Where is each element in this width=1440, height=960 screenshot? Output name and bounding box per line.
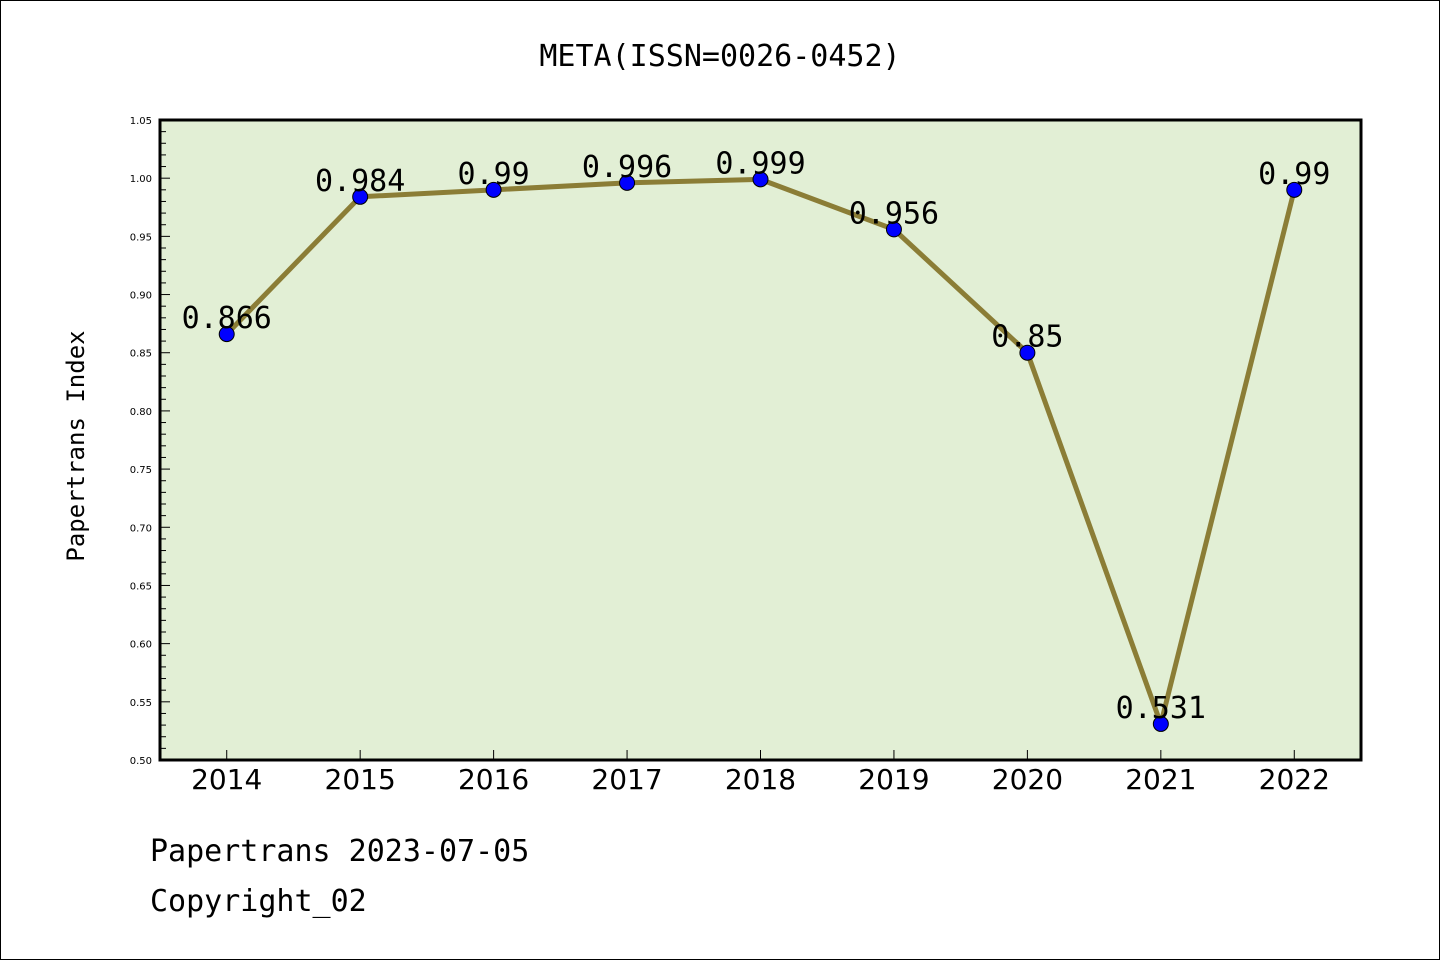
y-axis-minor-ticks xyxy=(160,131,166,749)
chart-title: META(ISSN=0026-0452) xyxy=(539,39,900,74)
data-labels-group: 0.866 0.984 0.99 0.996 0.999 0.956 0.85 0.531 0.… xyxy=(182,146,1331,726)
x-axis-ticks: 2014 2015 2016 2017 2018 2019 2020 2021 2022 xyxy=(191,750,1330,796)
data-label: 0.85 xyxy=(991,320,1063,355)
y-tick-label: 0.70 xyxy=(130,523,152,534)
footer-copyright: Copyright_02 xyxy=(150,884,367,919)
data-point-marker xyxy=(1152,715,1169,732)
data-label: 0.999 xyxy=(715,146,805,181)
plot-area xyxy=(158,118,1363,762)
data-label: 0.996 xyxy=(582,150,672,185)
y-tick-label: 0.75 xyxy=(130,465,152,476)
markers-group xyxy=(218,171,1303,732)
x-tick-label: 2016 xyxy=(458,763,529,796)
footer-date: Papertrans 2023-07-05 xyxy=(150,834,530,869)
data-label: 0.99 xyxy=(1258,157,1330,192)
data-point-marker xyxy=(885,221,902,238)
data-label: 0.984 xyxy=(315,164,405,199)
x-tick-label: 2022 xyxy=(1259,763,1330,796)
data-label: 0.99 xyxy=(457,157,529,192)
y-tick-label: 0.55 xyxy=(130,698,152,709)
y-tick-label: 0.85 xyxy=(130,349,152,360)
x-tick-label: 2015 xyxy=(325,763,396,796)
y-tick-label: 0.95 xyxy=(130,232,152,243)
x-tick-label: 2017 xyxy=(591,763,662,796)
y-tick-label: 1.00 xyxy=(130,174,152,185)
y-tick-label: 0.65 xyxy=(130,581,152,592)
y-axis-ticks: 0.50 0.55 0.60 0.65 0.70 0.75 0.80 0.85 0.90 0.95… xyxy=(130,116,170,767)
data-label: 0.866 xyxy=(182,301,272,336)
data-point-marker xyxy=(1286,181,1303,198)
y-tick-label: 0.50 xyxy=(130,756,152,767)
data-label: 0.956 xyxy=(849,196,939,231)
data-point-marker xyxy=(1019,344,1036,361)
x-tick-label: 2018 xyxy=(725,763,796,796)
x-tick-label: 2020 xyxy=(992,763,1063,796)
y-tick-label: 0.60 xyxy=(130,640,152,651)
data-point-marker xyxy=(619,174,636,191)
x-tick-label: 2014 xyxy=(191,763,262,796)
y-tick-label: 0.80 xyxy=(130,407,152,418)
x-tick-label: 2019 xyxy=(858,763,929,796)
data-point-marker xyxy=(218,326,235,343)
y-tick-label: 0.90 xyxy=(130,291,152,302)
data-point-marker xyxy=(485,181,502,198)
data-point-marker xyxy=(352,188,369,205)
data-label: 0.531 xyxy=(1116,691,1206,726)
y-tick-label: 1.05 xyxy=(130,116,152,127)
y-axis-label: Papertrans Index xyxy=(62,330,90,561)
data-point-marker xyxy=(752,171,769,188)
x-tick-label: 2021 xyxy=(1125,763,1196,796)
